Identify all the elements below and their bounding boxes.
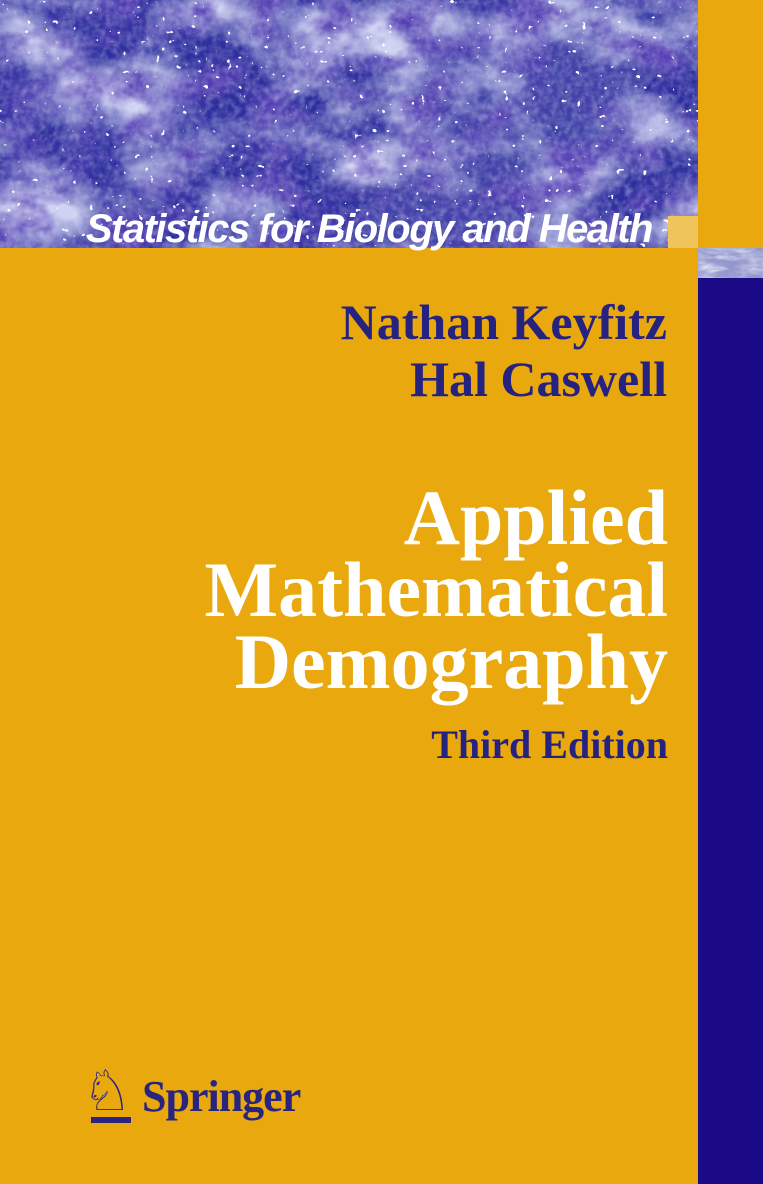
title-line: Demography	[234, 618, 668, 705]
series-title: Statistics for Biology and Health	[85, 207, 654, 251]
logo-underline	[91, 1117, 131, 1123]
springer-horse-icon: ♘	[82, 1059, 133, 1124]
title-line: Mathematical	[204, 546, 668, 633]
publisher-name: Springer	[142, 1072, 301, 1121]
right-stripe-texture	[698, 248, 763, 278]
edition-label: Third Edition	[431, 722, 668, 767]
marble-texture-image	[0, 0, 698, 248]
author-block: Nathan Keyfitz Hal Caswell	[341, 294, 667, 408]
stripe-texture-image	[698, 248, 763, 278]
marble-photo	[0, 0, 698, 248]
book-title: Applied Mathematical Demography	[204, 474, 668, 705]
accent-square	[668, 216, 698, 248]
right-stripe-navy	[698, 278, 763, 1184]
author-name: Hal Caswell	[410, 351, 667, 407]
author-name: Nathan Keyfitz	[340, 294, 667, 350]
title-line: Applied	[403, 474, 668, 561]
